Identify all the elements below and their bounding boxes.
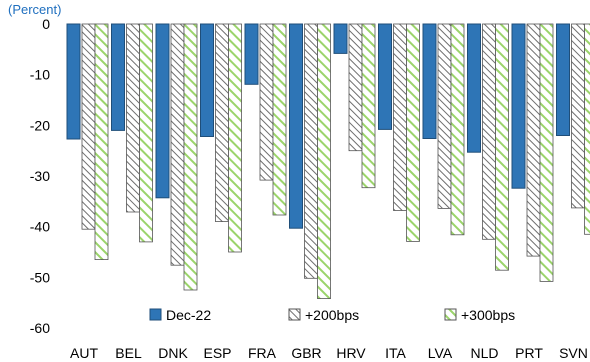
bar-200bps-dnk <box>170 23 185 266</box>
bar-300bps-ita <box>406 23 420 242</box>
legend-swatch-dec22 <box>149 308 162 321</box>
y-tick-label: -30 <box>30 168 50 184</box>
bar-200bps-ita <box>393 23 407 211</box>
bar-200bps-esp <box>215 23 229 223</box>
x-tick-label-aut: AUT <box>70 345 98 361</box>
x-tick-label-prt: PRT <box>515 345 543 361</box>
unit-label: (Percent) <box>8 2 61 17</box>
bar-300bps-nld <box>495 23 509 271</box>
y-tick-label: -40 <box>30 219 50 235</box>
bar-dec22-svn <box>556 23 570 136</box>
legend-item-200bps: +200bps <box>288 307 359 323</box>
bar-300bps-prt <box>539 23 554 282</box>
bar-dec22-lva <box>422 23 437 139</box>
legend-swatch-200bps <box>288 308 301 321</box>
bar-200bps-gbr <box>304 23 318 279</box>
bar-300bps-esp <box>228 23 242 253</box>
bar-200bps-nld <box>482 23 496 240</box>
bar-200bps-svn <box>571 23 585 209</box>
y-tick-label: 0 <box>42 16 50 32</box>
bar-dec22-ita <box>378 23 392 130</box>
legend-item-dec22: Dec-22 <box>149 307 211 323</box>
bar-200bps-lva <box>437 23 452 209</box>
bar-200bps-aut <box>81 23 96 230</box>
bar-300bps-gbr <box>317 23 331 300</box>
bar-200bps-bel <box>126 23 140 213</box>
y-tick-label: -10 <box>30 67 50 83</box>
x-tick-label-esp: ESP <box>203 345 231 361</box>
bar-300bps-bel <box>139 23 153 243</box>
x-tick-label-fra: FRA <box>248 345 277 361</box>
legend-label-200bps: +200bps <box>305 307 359 323</box>
x-tick-label-bel: BEL <box>115 345 142 361</box>
legend-label-300bps: +300bps <box>461 307 515 323</box>
legend-swatch-300bps <box>444 308 457 321</box>
y-tick-label: -20 <box>30 117 50 133</box>
bar-dec22-bel <box>111 23 125 131</box>
bar-dec22-aut <box>66 23 81 140</box>
bar-200bps-fra <box>259 23 274 181</box>
x-tick-label-nld: NLD <box>470 345 498 361</box>
bar-dec22-prt <box>511 23 526 189</box>
x-tick-label-hrv: HRV <box>336 345 366 361</box>
x-tick-label-dnk: DNK <box>158 345 188 361</box>
y-tick-label: -50 <box>30 269 50 285</box>
bar-200bps-prt <box>526 23 541 257</box>
x-tick-label-lva: LVA <box>428 345 453 361</box>
bar-300bps-dnk <box>183 23 198 291</box>
bar-dec22-hrv <box>333 23 348 54</box>
legend-label-dec22: Dec-22 <box>166 307 211 323</box>
legend-item-300bps: +300bps <box>444 307 515 323</box>
bar-dec22-dnk <box>155 23 170 199</box>
bars <box>66 23 590 300</box>
x-tick-label-ita: ITA <box>385 345 406 361</box>
x-axis: AUT BEL DNK ESP FRA GBR HRV ITA LVA NLD PRT SVN <box>70 345 588 361</box>
bar-dec22-fra <box>244 23 259 85</box>
bar-dec22-gbr <box>289 23 303 229</box>
y-axis: 0 -10 -20 -30 -40 -50 -60 <box>30 16 50 336</box>
legend: Dec-22 +200bps +300bps <box>149 307 515 323</box>
bar-300bps-svn <box>584 23 590 235</box>
x-tick-label-gbr: GBR <box>291 345 321 361</box>
bar-200bps-hrv <box>348 23 363 152</box>
bar-300bps-aut <box>94 23 109 261</box>
y-tick-label: -60 <box>30 320 50 336</box>
bar-dec22-nld <box>467 23 481 153</box>
bar-dec22-esp <box>200 23 214 137</box>
x-tick-label-svn: SVN <box>559 345 588 361</box>
bar-300bps-lva <box>450 23 465 236</box>
bar-300bps-hrv <box>361 23 376 189</box>
bar-300bps-fra <box>272 23 287 216</box>
